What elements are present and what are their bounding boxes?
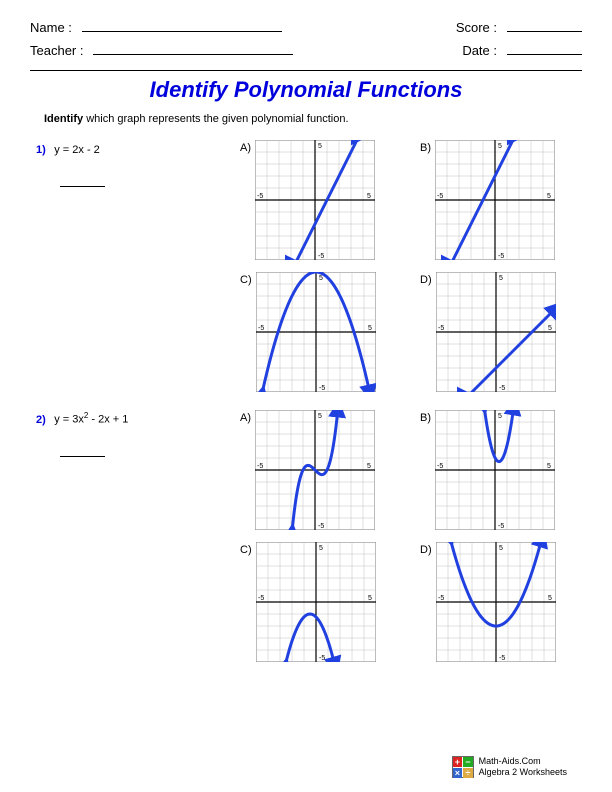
svg-text:-5: -5 xyxy=(438,595,444,602)
equation: y = 2x - 2 xyxy=(54,144,100,156)
graph-option: B) -5 5 5 -5 xyxy=(420,410,580,530)
graph-label: A) xyxy=(240,142,251,154)
svg-text:5: 5 xyxy=(367,463,371,470)
svg-text:-5: -5 xyxy=(437,463,443,470)
graph-label: C) xyxy=(240,544,252,556)
svg-text:5: 5 xyxy=(318,143,322,150)
teacher-blank[interactable] xyxy=(93,41,293,55)
graph-label: D) xyxy=(420,544,432,556)
graph-option: A) -5 5 5 -5 xyxy=(240,140,400,260)
svg-text:5: 5 xyxy=(498,413,502,420)
instructions-bold: Identify xyxy=(44,113,83,125)
answer-blank[interactable] xyxy=(60,446,105,457)
graph-label: C) xyxy=(240,274,252,286)
equation: y = 3x2 - 2x + 1 xyxy=(54,411,128,426)
graph-option: D) -5 5 5 -5 xyxy=(420,272,580,392)
name-label: Name : xyxy=(30,20,72,35)
graphs-grid: A) -5 5 5 -5 B) -5 5 5 -5 C) -5 5 5 -5 D) -5 5 5 -5 xyxy=(240,410,580,662)
svg-text:5: 5 xyxy=(367,193,371,200)
svg-text:5: 5 xyxy=(368,325,372,332)
graph-label: D) xyxy=(420,274,432,286)
svg-text:-5: -5 xyxy=(319,655,325,662)
graph-option: D) -5 5 5 -5 xyxy=(420,542,580,662)
graphs-grid: A) -5 5 5 -5 B) -5 5 5 -5 C) -5 5 5 -5 D) -5 5 5 -5 xyxy=(240,140,580,392)
name-blank[interactable] xyxy=(82,18,282,32)
svg-text:-5: -5 xyxy=(498,523,504,530)
page-title: Identify Polynomial Functions xyxy=(30,77,582,103)
score-label: Score : xyxy=(456,20,497,35)
problem-number: 2) xyxy=(36,414,46,426)
graph-option: B) -5 5 5 -5 xyxy=(420,140,580,260)
svg-text:-5: -5 xyxy=(499,385,505,392)
graph-label: A) xyxy=(240,412,251,424)
svg-text:-5: -5 xyxy=(498,253,504,260)
svg-text:5: 5 xyxy=(319,275,323,282)
svg-text:-5: -5 xyxy=(437,193,443,200)
svg-text:-5: -5 xyxy=(318,253,324,260)
svg-text:5: 5 xyxy=(547,463,551,470)
svg-text:-5: -5 xyxy=(257,463,263,470)
svg-text:-5: -5 xyxy=(318,523,324,530)
svg-text:5: 5 xyxy=(548,325,552,332)
svg-text:-5: -5 xyxy=(258,595,264,602)
svg-text:5: 5 xyxy=(318,413,322,420)
svg-text:-5: -5 xyxy=(438,325,444,332)
footer-logo-icon: +− ×÷ xyxy=(452,756,474,778)
teacher-label: Teacher : xyxy=(30,43,83,58)
problem-number: 1) xyxy=(36,144,46,156)
graph-option: C) -5 5 5 -5 xyxy=(240,272,400,392)
svg-text:-5: -5 xyxy=(499,655,505,662)
date-label: Date : xyxy=(462,43,497,58)
svg-text:5: 5 xyxy=(547,193,551,200)
svg-text:-5: -5 xyxy=(258,325,264,332)
svg-text:5: 5 xyxy=(499,545,503,552)
problem-block: 2) y = 3x2 - 2x + 1 A) -5 5 5 -5 B) -5 5 5 -5 … xyxy=(30,410,582,662)
problem-block: 1) y = 2x - 2 A) -5 5 5 -5 B) -5 5 5 -5 C) -5 5… xyxy=(30,140,582,392)
problems-container: 1) y = 2x - 2 A) -5 5 5 -5 B) -5 5 5 -5 C) -5 5… xyxy=(30,140,582,662)
svg-text:-5: -5 xyxy=(257,193,263,200)
footer-subtitle: Algebra 2 Worksheets xyxy=(479,767,567,778)
svg-text:5: 5 xyxy=(548,595,552,602)
graph-option: A) -5 5 5 -5 xyxy=(240,410,400,530)
answer-blank[interactable] xyxy=(60,176,105,187)
score-blank[interactable] xyxy=(507,18,582,32)
instructions-text: which graph represents the given polynom… xyxy=(86,113,348,125)
date-blank[interactable] xyxy=(507,41,582,55)
svg-text:5: 5 xyxy=(498,143,502,150)
header-divider xyxy=(30,70,582,71)
graph-label: B) xyxy=(420,142,431,154)
footer-site: Math-Aids.Com xyxy=(479,756,567,767)
svg-text:5: 5 xyxy=(368,595,372,602)
graph-label: B) xyxy=(420,412,431,424)
svg-text:5: 5 xyxy=(499,275,503,282)
svg-text:5: 5 xyxy=(319,545,323,552)
graph-option: C) -5 5 5 -5 xyxy=(240,542,400,662)
svg-text:-5: -5 xyxy=(319,385,325,392)
